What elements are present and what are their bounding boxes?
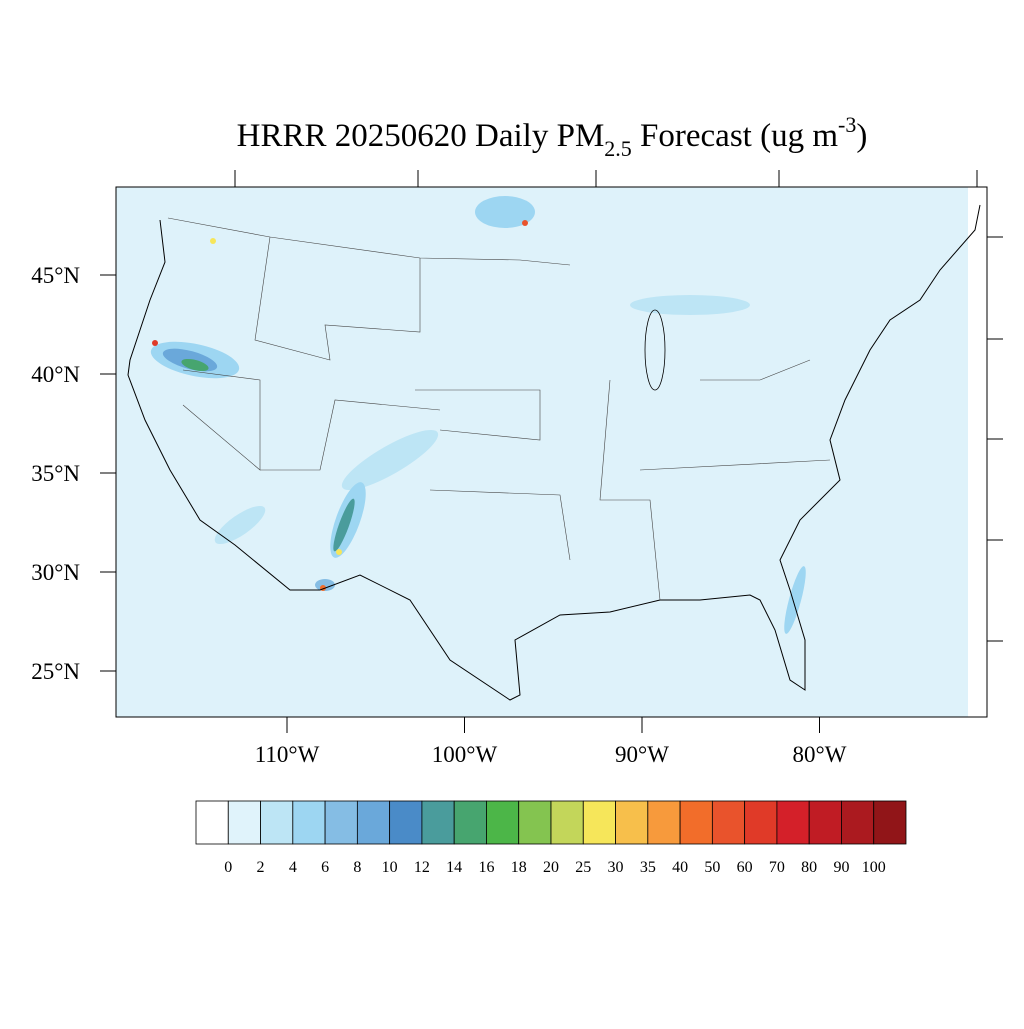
- colorbar-swatch: [582, 800, 616, 845]
- axis-ticks: 45°N 40°N 35°N 30°N 25°N 110°W 100°W 90°W 80°W: [31, 263, 847, 767]
- colorbar-swatch: [647, 800, 681, 845]
- title-text: ): [856, 118, 867, 154]
- frame-ticks: [234, 170, 1003, 642]
- lake: [644, 309, 666, 391]
- lat-tick-label: 45°N: [31, 263, 80, 288]
- colorbar-label: 25: [575, 859, 591, 876]
- lat-tick-label: 25°N: [31, 659, 80, 684]
- colorbar-swatch: [292, 800, 326, 845]
- colorbar-swatch: [615, 800, 649, 845]
- title-text: HRRR 20250620 Daily PM: [237, 118, 605, 154]
- colorbar-label: 35: [640, 859, 656, 876]
- colorbar-swatch: [421, 800, 455, 845]
- colorbar-swatch: [679, 800, 713, 845]
- colorbar-label: 80: [801, 859, 817, 876]
- colorbar-swatch: [324, 800, 358, 845]
- colorbar-label: 2: [257, 859, 265, 876]
- colorbar-label: 10: [382, 859, 398, 876]
- colorbar-label: 50: [704, 859, 720, 876]
- map-panel: [115, 170, 1003, 718]
- colorbar: 0 2 4 6 8 10 12 14 16 18 20 25 30 35 40 50 60 70 80 90 100: [195, 800, 907, 876]
- lat-tick-label: 40°N: [31, 362, 80, 387]
- colorbar-label: 4: [289, 859, 297, 876]
- colorbar-swatch: [356, 800, 391, 845]
- colorbar-label: 8: [353, 859, 361, 876]
- map-background: [116, 187, 968, 717]
- colorbar-label: 100: [862, 859, 886, 876]
- colorbar-label: 70: [769, 859, 785, 876]
- lon-tick-label: 110°W: [255, 742, 320, 767]
- colorbar-label: 0: [224, 859, 232, 876]
- colorbar-label: 6: [321, 859, 329, 876]
- colorbar-label: 18: [511, 859, 527, 876]
- colorbar-swatch: [518, 800, 552, 845]
- lon-tick-label: 80°W: [793, 742, 847, 767]
- colorbar-swatch: [227, 800, 261, 845]
- colorbar-swatch: [873, 800, 907, 845]
- colorbar-label: 90: [833, 859, 849, 876]
- colorbar-swatch: [453, 800, 487, 845]
- colorbar-swatch: [260, 800, 294, 845]
- smoke-plumes: [150, 196, 806, 634]
- colorbar-swatch: [486, 800, 520, 845]
- title-text: Forecast (ug m: [632, 118, 839, 154]
- colorbar-swatch: [389, 800, 423, 845]
- lat-tick-label: 35°N: [31, 461, 80, 486]
- colorbar-label: 14: [446, 859, 462, 876]
- lat-tick-label: 30°N: [31, 560, 80, 585]
- colorbar-swatch: [711, 800, 746, 845]
- colorbar-label: 20: [543, 859, 559, 876]
- colorbar-label: 60: [737, 859, 753, 876]
- colorbar-swatch: [744, 800, 778, 845]
- map-frame: [115, 186, 988, 718]
- state-borders: [182, 236, 831, 601]
- lon-tick-label: 90°W: [615, 742, 669, 767]
- colorbar-swatch: [776, 800, 810, 845]
- title-subscript: 2.5: [604, 136, 632, 161]
- colorbar-label: 12: [414, 859, 430, 876]
- colorbar-label: 40: [672, 859, 688, 876]
- colorbar-label: 30: [608, 859, 624, 876]
- lon-tick-label: 100°W: [432, 742, 498, 767]
- colorbar-swatch: [841, 800, 875, 845]
- colorbar-label: 16: [478, 859, 494, 876]
- colorbar-swatch: [550, 800, 584, 845]
- colorbar-swatch: [808, 800, 842, 845]
- title-superscript: -3: [838, 112, 856, 137]
- colorbar-swatch: [195, 800, 229, 845]
- map-title: HRRR 20250620 Daily PM2.5 Forecast (ug m…: [237, 112, 868, 161]
